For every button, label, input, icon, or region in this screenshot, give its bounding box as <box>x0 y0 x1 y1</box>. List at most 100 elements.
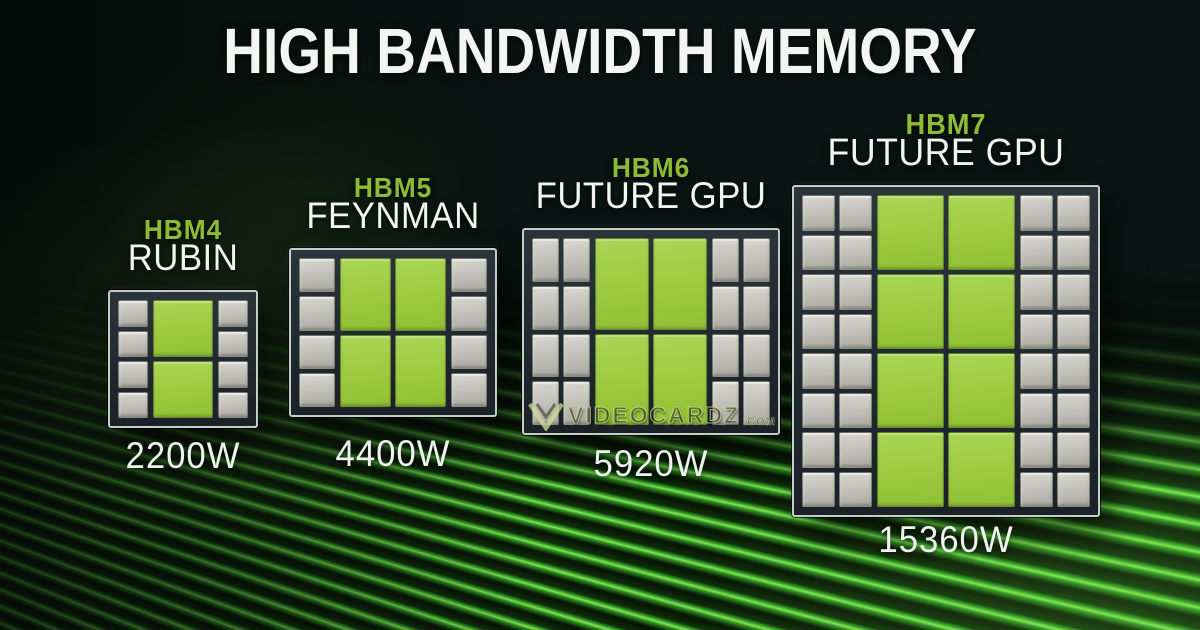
hbm-memory-stack <box>532 238 559 282</box>
gpu-die <box>948 353 1015 428</box>
gpu-die <box>877 195 944 270</box>
hbm-stacks-right <box>712 238 770 425</box>
hbm-memory-stack <box>802 313 835 349</box>
gpu-die <box>595 333 649 425</box>
gpu-codename-label: FUTURE GPU <box>827 132 1065 174</box>
hbm-memory-stack <box>1020 432 1053 468</box>
gpu-die <box>340 334 391 407</box>
hbm-memory-stack <box>743 285 770 330</box>
hbm-memory-stack <box>839 392 872 428</box>
watermark: VideoCardz .com <box>527 399 776 431</box>
hbm-memory-stack <box>1020 353 1053 389</box>
hbm-memory-stack <box>1057 234 1090 270</box>
hbm-stacks-right <box>218 300 248 418</box>
hbm-memory-stack <box>563 238 590 282</box>
hbm-memory-stack <box>299 296 335 331</box>
power-label: 5920W <box>593 443 709 484</box>
hbm-memory-stack <box>118 361 148 388</box>
gpu-package-diagram <box>108 290 258 428</box>
page-title: HIGH BANDWIDTH MEMORY <box>0 15 1200 87</box>
power-label: 2200W <box>125 435 241 476</box>
hbm-memory-stack <box>839 274 872 310</box>
hbm-memory-stack <box>118 330 148 357</box>
hbm-memory-stack <box>1020 234 1053 270</box>
hbm-memory-stack <box>1057 471 1090 507</box>
hbm-stacks-left <box>299 258 335 407</box>
gpu-die <box>877 353 944 428</box>
hbm-memory-stack <box>1020 195 1053 231</box>
hbm-memory-stack <box>118 391 148 418</box>
gpu-die <box>395 258 446 331</box>
hbm-memory-stack <box>1057 313 1090 349</box>
hbm-memory-stack <box>802 353 835 389</box>
hbm-memory-stack <box>218 361 248 388</box>
hbm-memory-stack <box>218 300 248 327</box>
hbm-memory-stack <box>1057 274 1090 310</box>
gpu-dies <box>877 195 1015 507</box>
page-title-text: HIGH BANDWIDTH MEMORY <box>223 15 977 87</box>
gpu-package-diagram <box>289 248 497 417</box>
hbm-memory-stack <box>218 391 248 418</box>
hbm-memory-stack <box>712 333 739 378</box>
hbm-memory-stack <box>802 234 835 270</box>
hbm-memory-stack <box>1057 432 1090 468</box>
hbm-memory-stack <box>451 372 487 407</box>
gpu-dies <box>595 238 707 425</box>
hbm-memory-stack <box>1020 392 1053 428</box>
hbm-memory-stack <box>712 285 739 330</box>
hbm-memory-stack <box>532 285 559 330</box>
power-label: 4400W <box>335 433 451 474</box>
gpu-package-diagram <box>792 185 1100 517</box>
hbm-memory-stack <box>1057 392 1090 428</box>
gpu-die <box>877 432 944 507</box>
hbm-memory-stack <box>839 195 872 231</box>
hbm-memory-stack <box>712 238 739 282</box>
hbm-memory-stack <box>712 381 739 425</box>
hbm-memory-stack <box>299 334 335 369</box>
gpu-codename-label: RUBIN <box>127 237 239 278</box>
hbm-stacks-left <box>802 195 872 507</box>
gpu-die <box>153 361 213 418</box>
gpu-die <box>653 238 707 330</box>
gpu-die <box>153 300 213 357</box>
hbm-memory-stack <box>1020 313 1053 349</box>
hbm-memory-stack <box>1057 195 1090 231</box>
hbm-memory-stack <box>1020 471 1053 507</box>
hbm-memory-stack <box>218 330 248 357</box>
package-hbm5-feynman: HBM5 FEYNMAN 4400W <box>289 174 497 472</box>
hbm-memory-stack <box>1057 353 1090 389</box>
package-hbm6-future-gpu: HBM6 FUTURE GPU 5920W <box>522 154 780 482</box>
hbm-generation-label: HBM5 <box>353 172 433 203</box>
hbm-memory-stack <box>563 381 590 425</box>
gpu-die <box>595 238 649 330</box>
hbm-memory-stack <box>532 333 559 378</box>
hbm-memory-stack <box>802 392 835 428</box>
hbm-memory-stack <box>839 432 872 468</box>
gpu-die <box>948 195 1015 270</box>
gpu-codename-label: FEYNMAN <box>306 195 480 236</box>
hbm-memory-stack <box>802 195 835 231</box>
hbm-memory-stack <box>451 334 487 369</box>
package-hbm4-rubin: HBM4 RUBIN 2200W <box>108 216 258 474</box>
hbm-generation-label: HBM4 <box>143 214 223 245</box>
gpu-dies <box>340 258 446 407</box>
watermark-name: VideoCardz <box>567 401 741 428</box>
power-label: 15360W <box>878 519 1014 560</box>
hbm-memory-stack <box>839 353 872 389</box>
package-hbm7-future-gpu: HBM7 FUTURE GPU 15360W <box>792 111 1100 558</box>
hbm-generation-label: HBM6 <box>611 152 691 183</box>
videocardz-v-logo-icon <box>528 402 564 431</box>
gpu-package-diagram <box>522 228 780 435</box>
hbm-memory-stack <box>451 296 487 331</box>
gpu-codename-label: FUTURE GPU <box>535 175 767 216</box>
hbm-memory-stack <box>118 300 148 327</box>
hbm-memory-stack <box>802 432 835 468</box>
hbm-memory-stack <box>1020 274 1053 310</box>
hbm-memory-stack <box>451 258 487 293</box>
hbm-memory-stack <box>563 285 590 330</box>
hbm-stacks-right <box>451 258 487 407</box>
gpu-dies <box>153 300 213 418</box>
hbm-generation-label: HBM7 <box>905 109 987 141</box>
hbm-memory-stack <box>743 238 770 282</box>
